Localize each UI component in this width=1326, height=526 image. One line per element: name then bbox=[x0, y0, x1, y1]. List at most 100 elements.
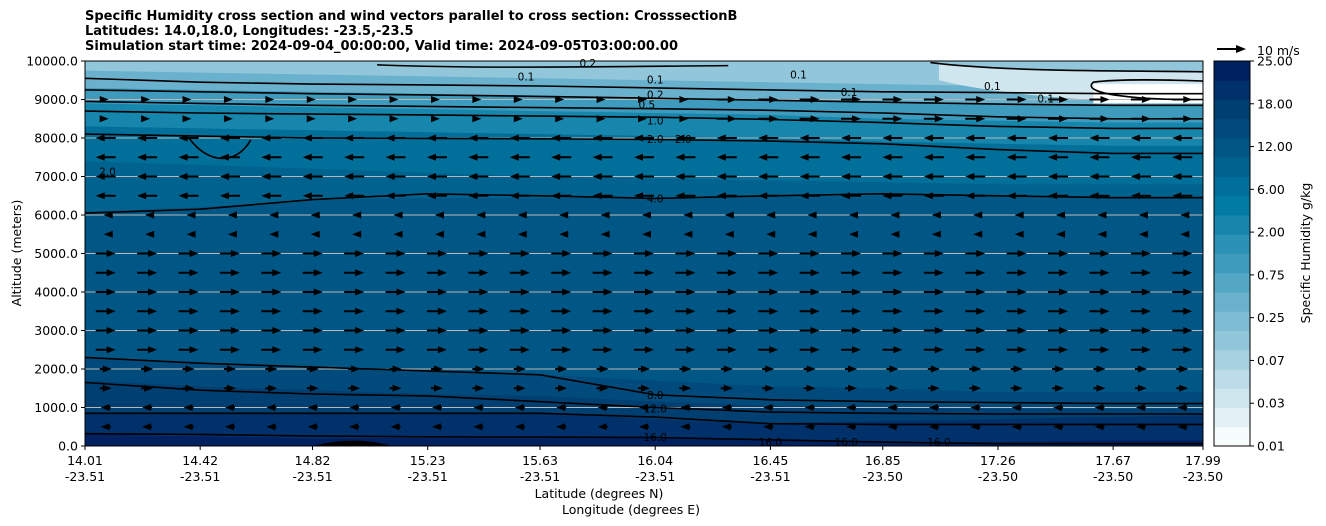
wind-vector-165 bbox=[227, 211, 237, 219]
wind-vector-56 bbox=[178, 134, 199, 142]
wind-vector-335 bbox=[551, 327, 572, 334]
wind-vector-420 bbox=[720, 384, 733, 392]
y-tick-label-7: 7000.0 bbox=[34, 169, 78, 184]
wind-vector-342 bbox=[841, 327, 862, 334]
wind-vector-70 bbox=[758, 134, 779, 142]
y-tick-label-8: 8000.0 bbox=[34, 131, 78, 146]
wind-vector-17 bbox=[799, 96, 820, 103]
contour-line-1 bbox=[85, 89, 1203, 107]
wind-vector-192 bbox=[227, 230, 237, 238]
wind-vector-379 bbox=[141, 365, 154, 373]
wind-vector-175 bbox=[642, 211, 651, 219]
wind-vector-391 bbox=[638, 365, 650, 373]
wind-vector-290 bbox=[923, 288, 944, 296]
wind-vector-247 bbox=[261, 269, 282, 277]
wind-vector-210 bbox=[973, 230, 983, 238]
wind-vector-104 bbox=[1048, 153, 1069, 161]
wind-vector-166 bbox=[269, 211, 279, 219]
wind-vector-448 bbox=[763, 404, 774, 411]
contour-line-2 bbox=[85, 100, 1203, 120]
wind-vector-276 bbox=[344, 288, 365, 296]
wind-vectors bbox=[95, 96, 1193, 431]
wind-vector-186 bbox=[1097, 211, 1107, 219]
wind-vector-120 bbox=[592, 173, 613, 180]
wind-vector-443 bbox=[556, 404, 567, 411]
colorbar-swatch-10 bbox=[1214, 234, 1250, 254]
contour-line-6 bbox=[85, 356, 1203, 405]
wind-vector-167 bbox=[310, 211, 320, 219]
x-tick-label-lat-3: 15.23 bbox=[410, 453, 446, 468]
wind-vector-217 bbox=[137, 250, 158, 257]
wind-vector-65 bbox=[551, 134, 572, 142]
wind-vector-272 bbox=[178, 288, 199, 296]
colorbar-swatch-1 bbox=[1214, 407, 1250, 428]
wind-vector-211 bbox=[1014, 230, 1024, 238]
colorbar-swatch-4 bbox=[1214, 349, 1250, 370]
wind-vector-7 bbox=[389, 96, 399, 103]
wind-vector-406 bbox=[141, 384, 154, 392]
wind-vector-397 bbox=[886, 365, 899, 373]
x-tick-label-lon-0: -23.51 bbox=[65, 469, 105, 484]
wind-vector-329 bbox=[302, 327, 323, 334]
x-axis: 14.01-23.5114.42-23.5114.82-23.5115.23-2… bbox=[65, 446, 1223, 484]
wind-vector-135 bbox=[95, 192, 116, 200]
wind-vector-249 bbox=[344, 269, 365, 277]
wind-vector-327 bbox=[219, 327, 240, 334]
wind-vector-176 bbox=[683, 211, 693, 219]
wind-vector-409 bbox=[265, 384, 278, 392]
wind-vector-485 bbox=[1177, 423, 1188, 431]
wind-vector-302 bbox=[302, 307, 323, 315]
wind-vector-44 bbox=[799, 115, 820, 123]
wind-vector-277 bbox=[385, 288, 406, 296]
wind-vector-424 bbox=[886, 384, 899, 392]
wind-vector-112 bbox=[261, 173, 282, 180]
wind-vector-57 bbox=[219, 134, 240, 142]
x-tick-label-lon-2: -23.51 bbox=[292, 469, 332, 484]
wind-vector-154 bbox=[882, 192, 903, 200]
colorbar-tick-label-5: 2.00 bbox=[1257, 225, 1285, 240]
contour-label-7: 8.0 bbox=[647, 390, 664, 402]
colorbar-swatch-5 bbox=[1214, 330, 1250, 351]
y-axis-label: Altitude (meters) bbox=[9, 200, 24, 307]
wind-vector-483 bbox=[1094, 423, 1105, 431]
wind-vector-1 bbox=[141, 96, 151, 103]
contour-label-3: 1.0 bbox=[647, 115, 664, 127]
wind-vector-30 bbox=[223, 115, 233, 123]
wind-vector-85 bbox=[261, 153, 282, 161]
wind-vector-102 bbox=[965, 153, 986, 161]
wind-vector-315 bbox=[841, 307, 862, 315]
wind-vector-109 bbox=[137, 173, 158, 180]
wind-vector-269 bbox=[1172, 269, 1193, 277]
wind-vector-460 bbox=[142, 423, 153, 431]
wind-vector-45 bbox=[841, 115, 862, 123]
wind-vector-236 bbox=[923, 250, 944, 257]
wind-vector-193 bbox=[269, 230, 279, 238]
colorbar-tick-label-1: 0.03 bbox=[1257, 396, 1285, 411]
wind-vector-156 bbox=[965, 192, 986, 200]
x-tick-label-lon-1: -23.51 bbox=[180, 469, 220, 484]
wind-vector-287 bbox=[799, 288, 820, 296]
wind-vector-268 bbox=[1130, 269, 1151, 277]
colorbar-tick-label-2: 0.07 bbox=[1257, 353, 1285, 368]
colorbar-swatch-19 bbox=[1214, 61, 1250, 81]
wind-vector-16 bbox=[758, 96, 779, 103]
wind-vector-14 bbox=[679, 96, 689, 103]
y-tick-label-5: 5000.0 bbox=[34, 246, 78, 261]
wind-vector-66 bbox=[592, 134, 613, 142]
wind-vector-301 bbox=[261, 307, 282, 315]
colorbar-swatch-0 bbox=[1214, 426, 1250, 447]
wind-vector-414 bbox=[472, 384, 485, 392]
wind-vector-264 bbox=[965, 269, 986, 277]
contour-line-9 bbox=[85, 432, 1203, 445]
wind-vector-125 bbox=[799, 173, 820, 180]
y-tick-label-6: 6000.0 bbox=[34, 208, 78, 223]
wind-vector-383 bbox=[306, 365, 319, 373]
wind-vector-449 bbox=[804, 404, 815, 411]
wind-vector-231 bbox=[716, 250, 737, 257]
wind-vector-209 bbox=[931, 230, 941, 238]
wind-vector-18 bbox=[841, 96, 862, 103]
wind-vector-369 bbox=[841, 346, 862, 354]
wind-vector-411 bbox=[348, 384, 361, 392]
wind-vector-319 bbox=[1006, 307, 1027, 315]
